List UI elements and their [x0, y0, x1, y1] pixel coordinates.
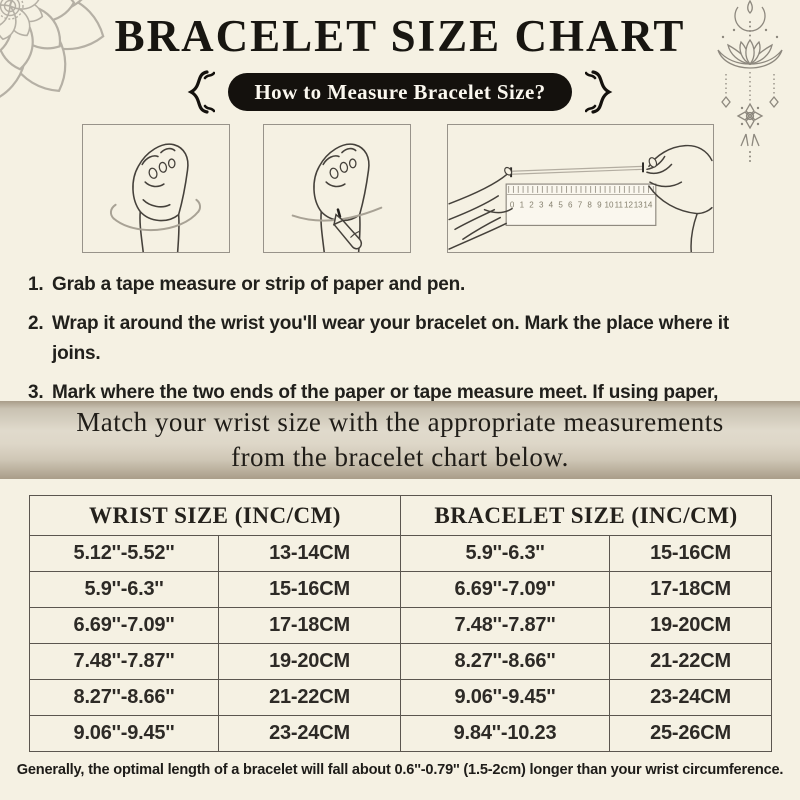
mark-wrist-illustration: [263, 124, 411, 253]
step-number: 2.: [28, 313, 44, 335]
svg-text:13: 13: [634, 201, 643, 210]
size-chart-table: WRIST SIZE (INC/CM) BRACELET SIZE (INC/C…: [29, 495, 772, 752]
svg-text:0: 0: [510, 201, 515, 210]
footnote-text: Generally, the optimal length of a brace…: [16, 762, 784, 778]
how-to-measure-pill: How to Measure Bracelet Size?: [228, 73, 572, 111]
svg-text:1: 1: [520, 201, 525, 210]
ruler-measure-illustration: 0 1 2 3 4 5 6 7 8 9 10 11 12 13 14: [447, 124, 714, 253]
banner-line-1: Match your wrist size with the appropria…: [76, 407, 724, 437]
svg-text:3: 3: [539, 201, 544, 210]
step-number: 3.: [28, 382, 44, 404]
right-flourish-icon: [584, 70, 612, 114]
table-header-row: WRIST SIZE (INC/CM) BRACELET SIZE (INC/C…: [29, 495, 772, 536]
svg-text:14: 14: [643, 201, 652, 210]
svg-text:5: 5: [558, 201, 563, 210]
table-row: 6.69''-7.09'' 17-18CM 7.48''-7.87'' 19-20C…: [29, 607, 772, 644]
mandala-flower-ornament: [0, 0, 105, 104]
svg-text:8: 8: [587, 201, 592, 210]
how-to-measure-row: How to Measure Bracelet Size?: [0, 68, 800, 116]
svg-text:12: 12: [624, 201, 633, 210]
bracelet-size-header: BRACELET SIZE (INC/CM): [400, 495, 772, 536]
table-row: 8.27''-8.66'' 21-22CM 9.06''-9.45'' 23-24C…: [29, 679, 772, 716]
svg-text:6: 6: [568, 201, 573, 210]
wrist-size-header: WRIST SIZE (INC/CM): [29, 495, 401, 536]
hanging-lotus-ornament: [717, 0, 783, 162]
step-2: 2. Wrap it around the wrist you'll wear …: [28, 309, 776, 369]
table-row: 7.48''-7.87'' 19-20CM 8.27''-8.66'' 21-22C…: [29, 643, 772, 680]
table-row: 5.12''-5.52'' 13-14CM 5.9''-6.3'' 15-16CM: [29, 535, 772, 572]
table-row: 9.06''-9.45'' 23-24CM 9.84''-10.23 25-26CM: [29, 715, 772, 752]
wrap-wrist-illustration: [82, 124, 230, 253]
svg-text:7: 7: [578, 201, 583, 210]
step-1: 1. Grab a tape measure or strip of paper…: [28, 270, 776, 300]
step-number: 1.: [28, 274, 44, 295]
table-row: 5.9''-6.3'' 15-16CM 6.69''-7.09'' 17-18CM: [29, 571, 772, 608]
svg-text:11: 11: [615, 201, 624, 210]
svg-text:9: 9: [597, 201, 602, 210]
left-flourish-icon: [188, 70, 216, 114]
step-text: Grab a tape measure or strip of paper an…: [52, 274, 466, 295]
svg-text:10: 10: [605, 201, 614, 210]
page-title: BRACELET SIZE CHART: [114, 11, 686, 61]
svg-text:2: 2: [529, 201, 534, 210]
banner-line-2: from the bracelet chart below.: [231, 442, 569, 472]
step-text: Wrap it around the wrist you'll wear you…: [52, 313, 729, 365]
match-size-banner: Match your wrist size with the appropria…: [0, 401, 800, 479]
svg-text:4: 4: [549, 201, 554, 210]
